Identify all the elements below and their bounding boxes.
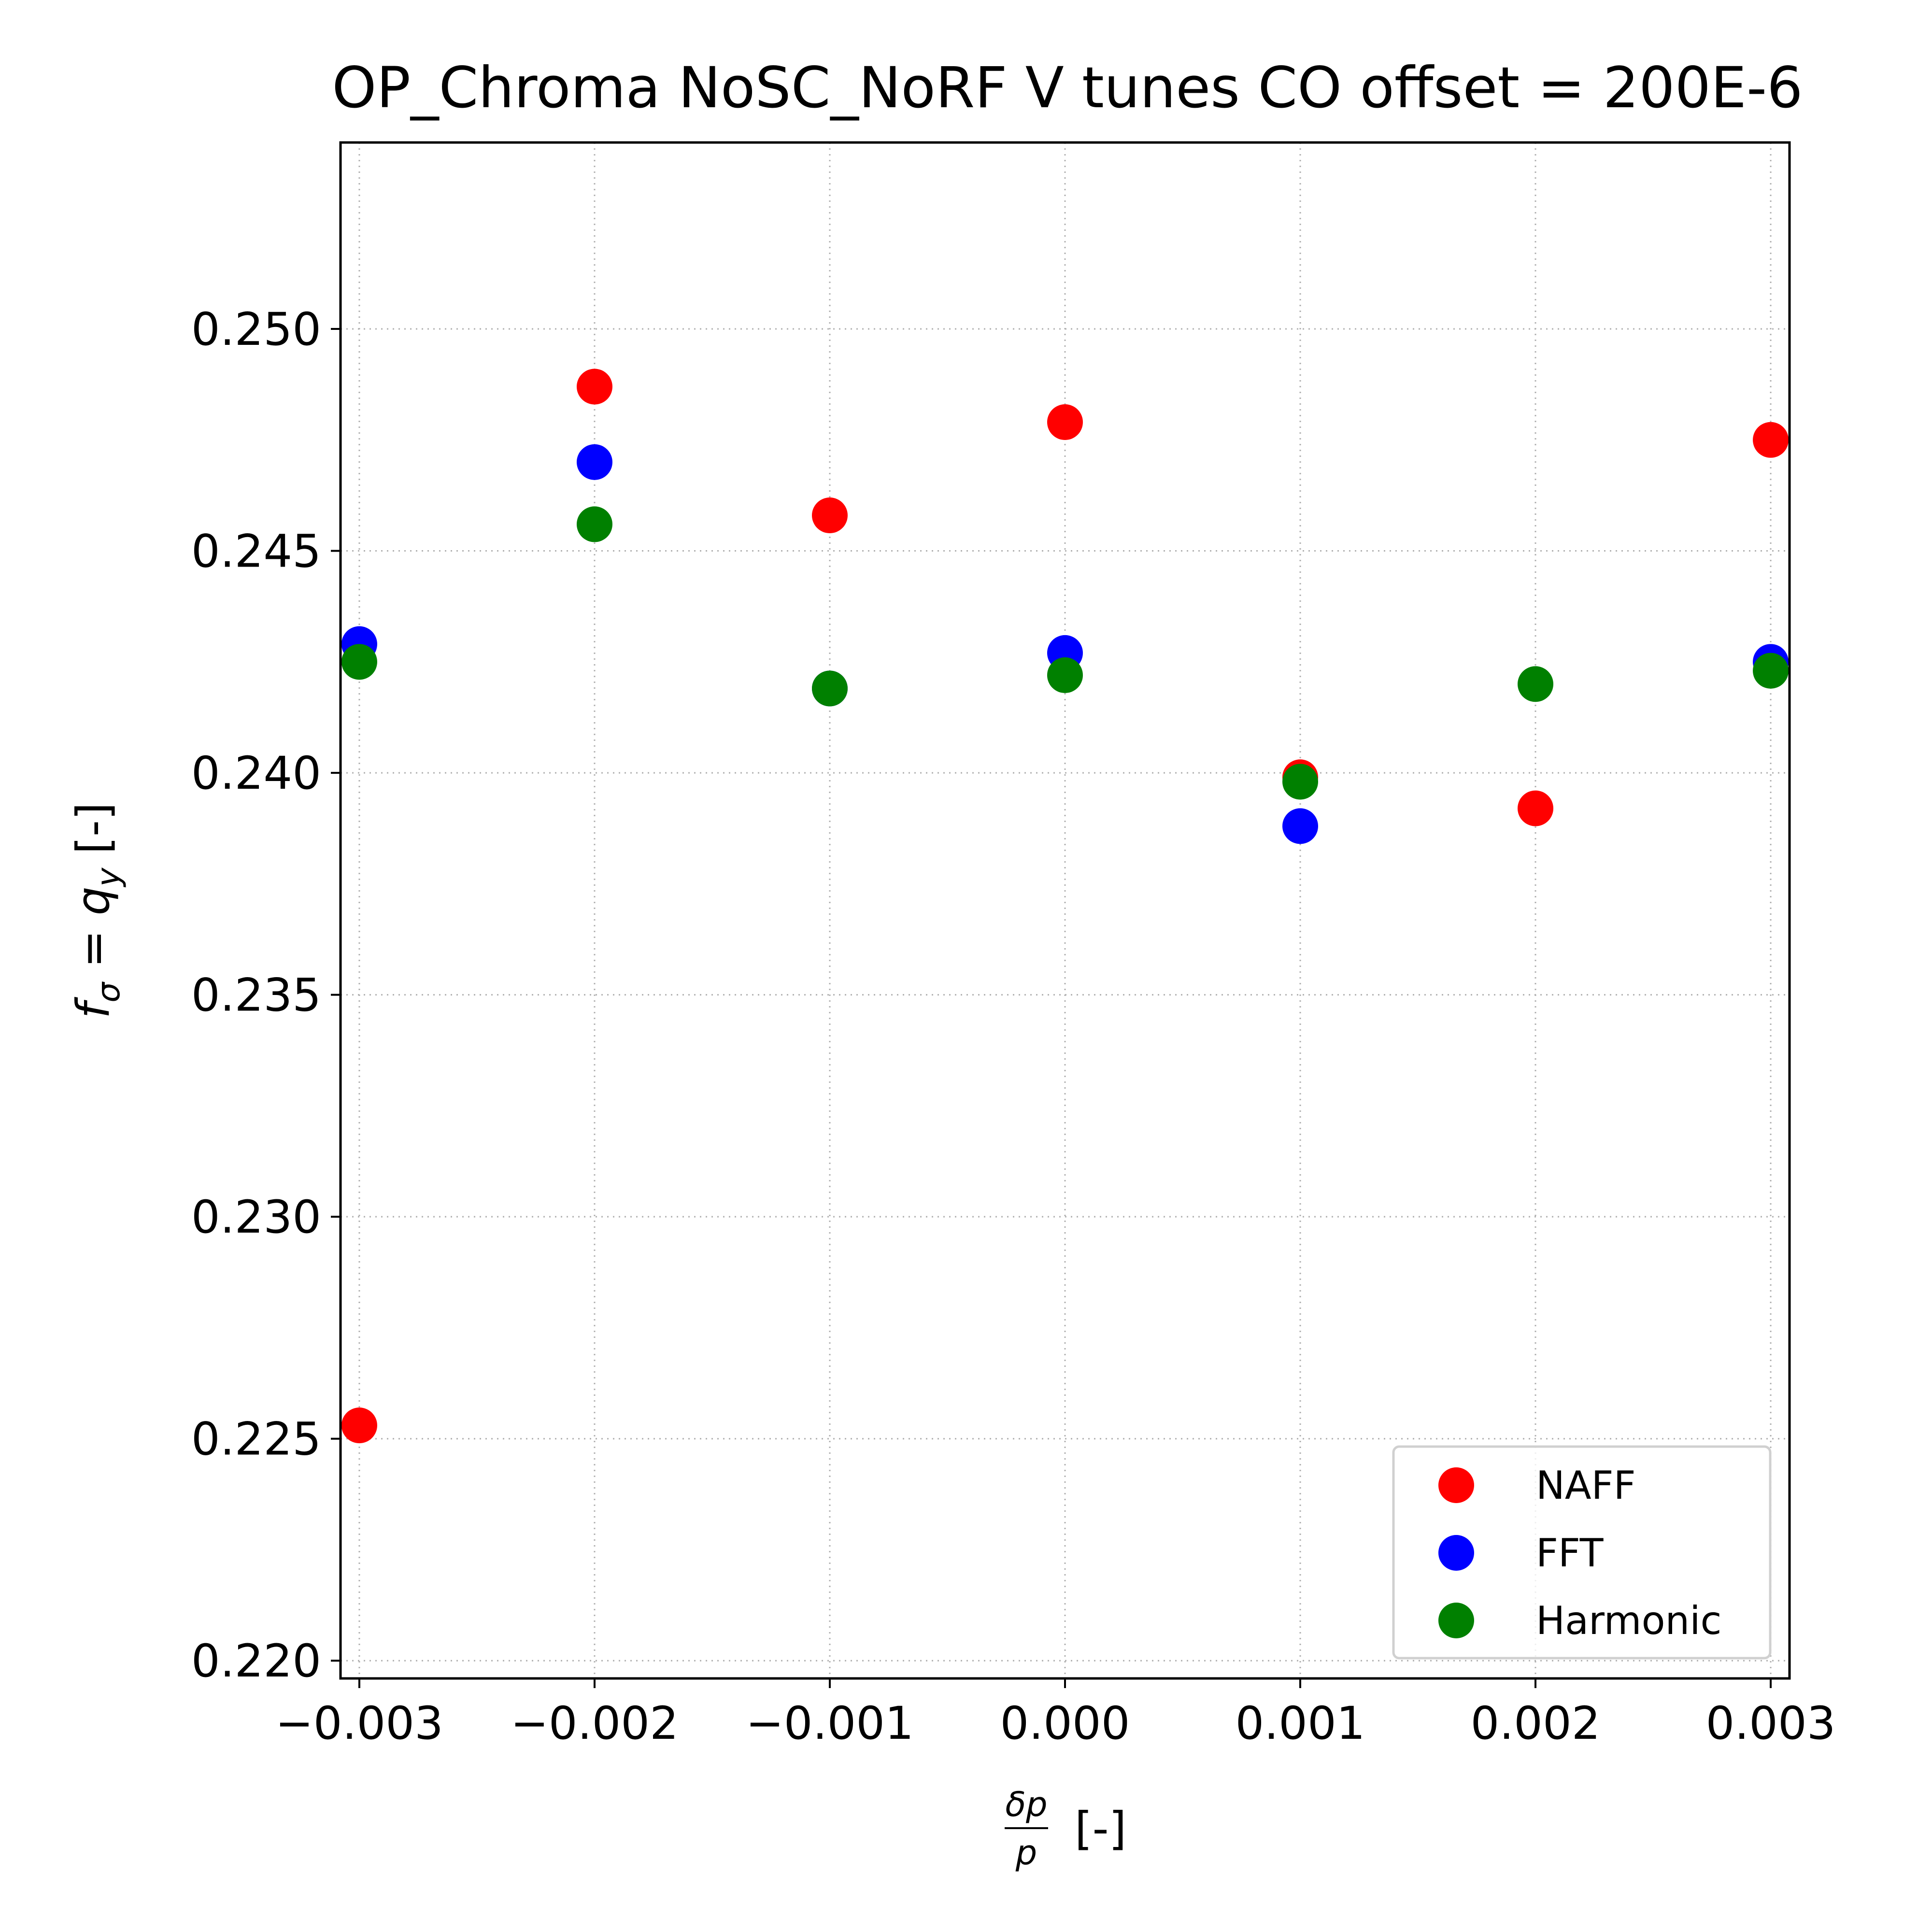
point-harmonic [811,670,848,707]
chart-title: OP_Chroma NoSC_NoRF V tunes CO offset = … [332,55,1803,121]
y-axis-label-q: q [67,887,120,916]
y-tick-label: 0.230 [191,1191,321,1244]
point-harmonic [576,506,612,542]
y-tick-label: 0.245 [191,526,321,578]
point-naff [341,1407,377,1444]
x-axis-label-denominator: p [1015,1833,1037,1873]
legend-label-naff: NAFF [1536,1463,1636,1508]
point-naff [811,497,848,534]
x-tick-label: 0.003 [1705,1697,1835,1750]
legend-box [1392,1445,1772,1660]
x-axis-label-numerator: δp [1005,1785,1047,1824]
y-tick-label: 0.250 [191,303,321,356]
x-tick-label: 0.000 [1000,1697,1130,1750]
y-axis-label-equals: = [67,915,120,982]
y-axis-label-suffix: [-] [67,802,120,854]
x-tick-label: −0.002 [511,1697,679,1750]
y-axis-label-sub-y: y [90,867,127,888]
y-tick-label: 0.235 [191,969,321,1022]
y-axis-label-sub-sigma: σ [90,981,127,1003]
ticks-layer: −0.003 −0.002 −0.001 0.000 0.001 0.002 0.003 0.… [191,303,1836,1750]
point-naff [1518,790,1554,826]
x-tick-label: −0.001 [746,1697,914,1750]
legend-label-fft: FFT [1536,1531,1604,1576]
point-harmonic [1753,653,1789,689]
x-tick-label: 0.001 [1235,1697,1365,1750]
grid-layer [341,142,1790,1678]
legend-marker-fft [1438,1535,1474,1571]
point-fft [576,444,612,480]
points-layer [341,369,1789,1444]
y-tick-label: 0.240 [191,747,321,800]
x-axis-label: δp p [-] [1005,1785,1126,1873]
x-tick-label: −0.003 [275,1697,443,1750]
point-harmonic [341,644,377,680]
point-naff [1753,422,1789,458]
legend-marker-naff [1438,1467,1474,1503]
point-naff [1047,404,1083,440]
legend-entries: NAFF FFT Harmonic [1438,1463,1721,1643]
legend-label-harmonic: Harmonic [1536,1598,1721,1643]
point-harmonic [1518,666,1554,702]
x-tick-label: 0.002 [1470,1697,1600,1750]
x-axis-label-suffix: [-] [1075,1803,1126,1855]
point-naff [576,369,612,405]
y-tick-label: 0.225 [191,1413,321,1466]
point-harmonic [1282,764,1319,800]
point-harmonic [1047,657,1083,693]
y-axis-label: fσ = qy[-] [67,802,127,1018]
y-tick-label: 0.220 [191,1635,321,1688]
legend-marker-harmonic [1438,1603,1474,1638]
legend: NAFF FFT Harmonic [1392,1445,1772,1660]
point-fft [1282,808,1319,844]
